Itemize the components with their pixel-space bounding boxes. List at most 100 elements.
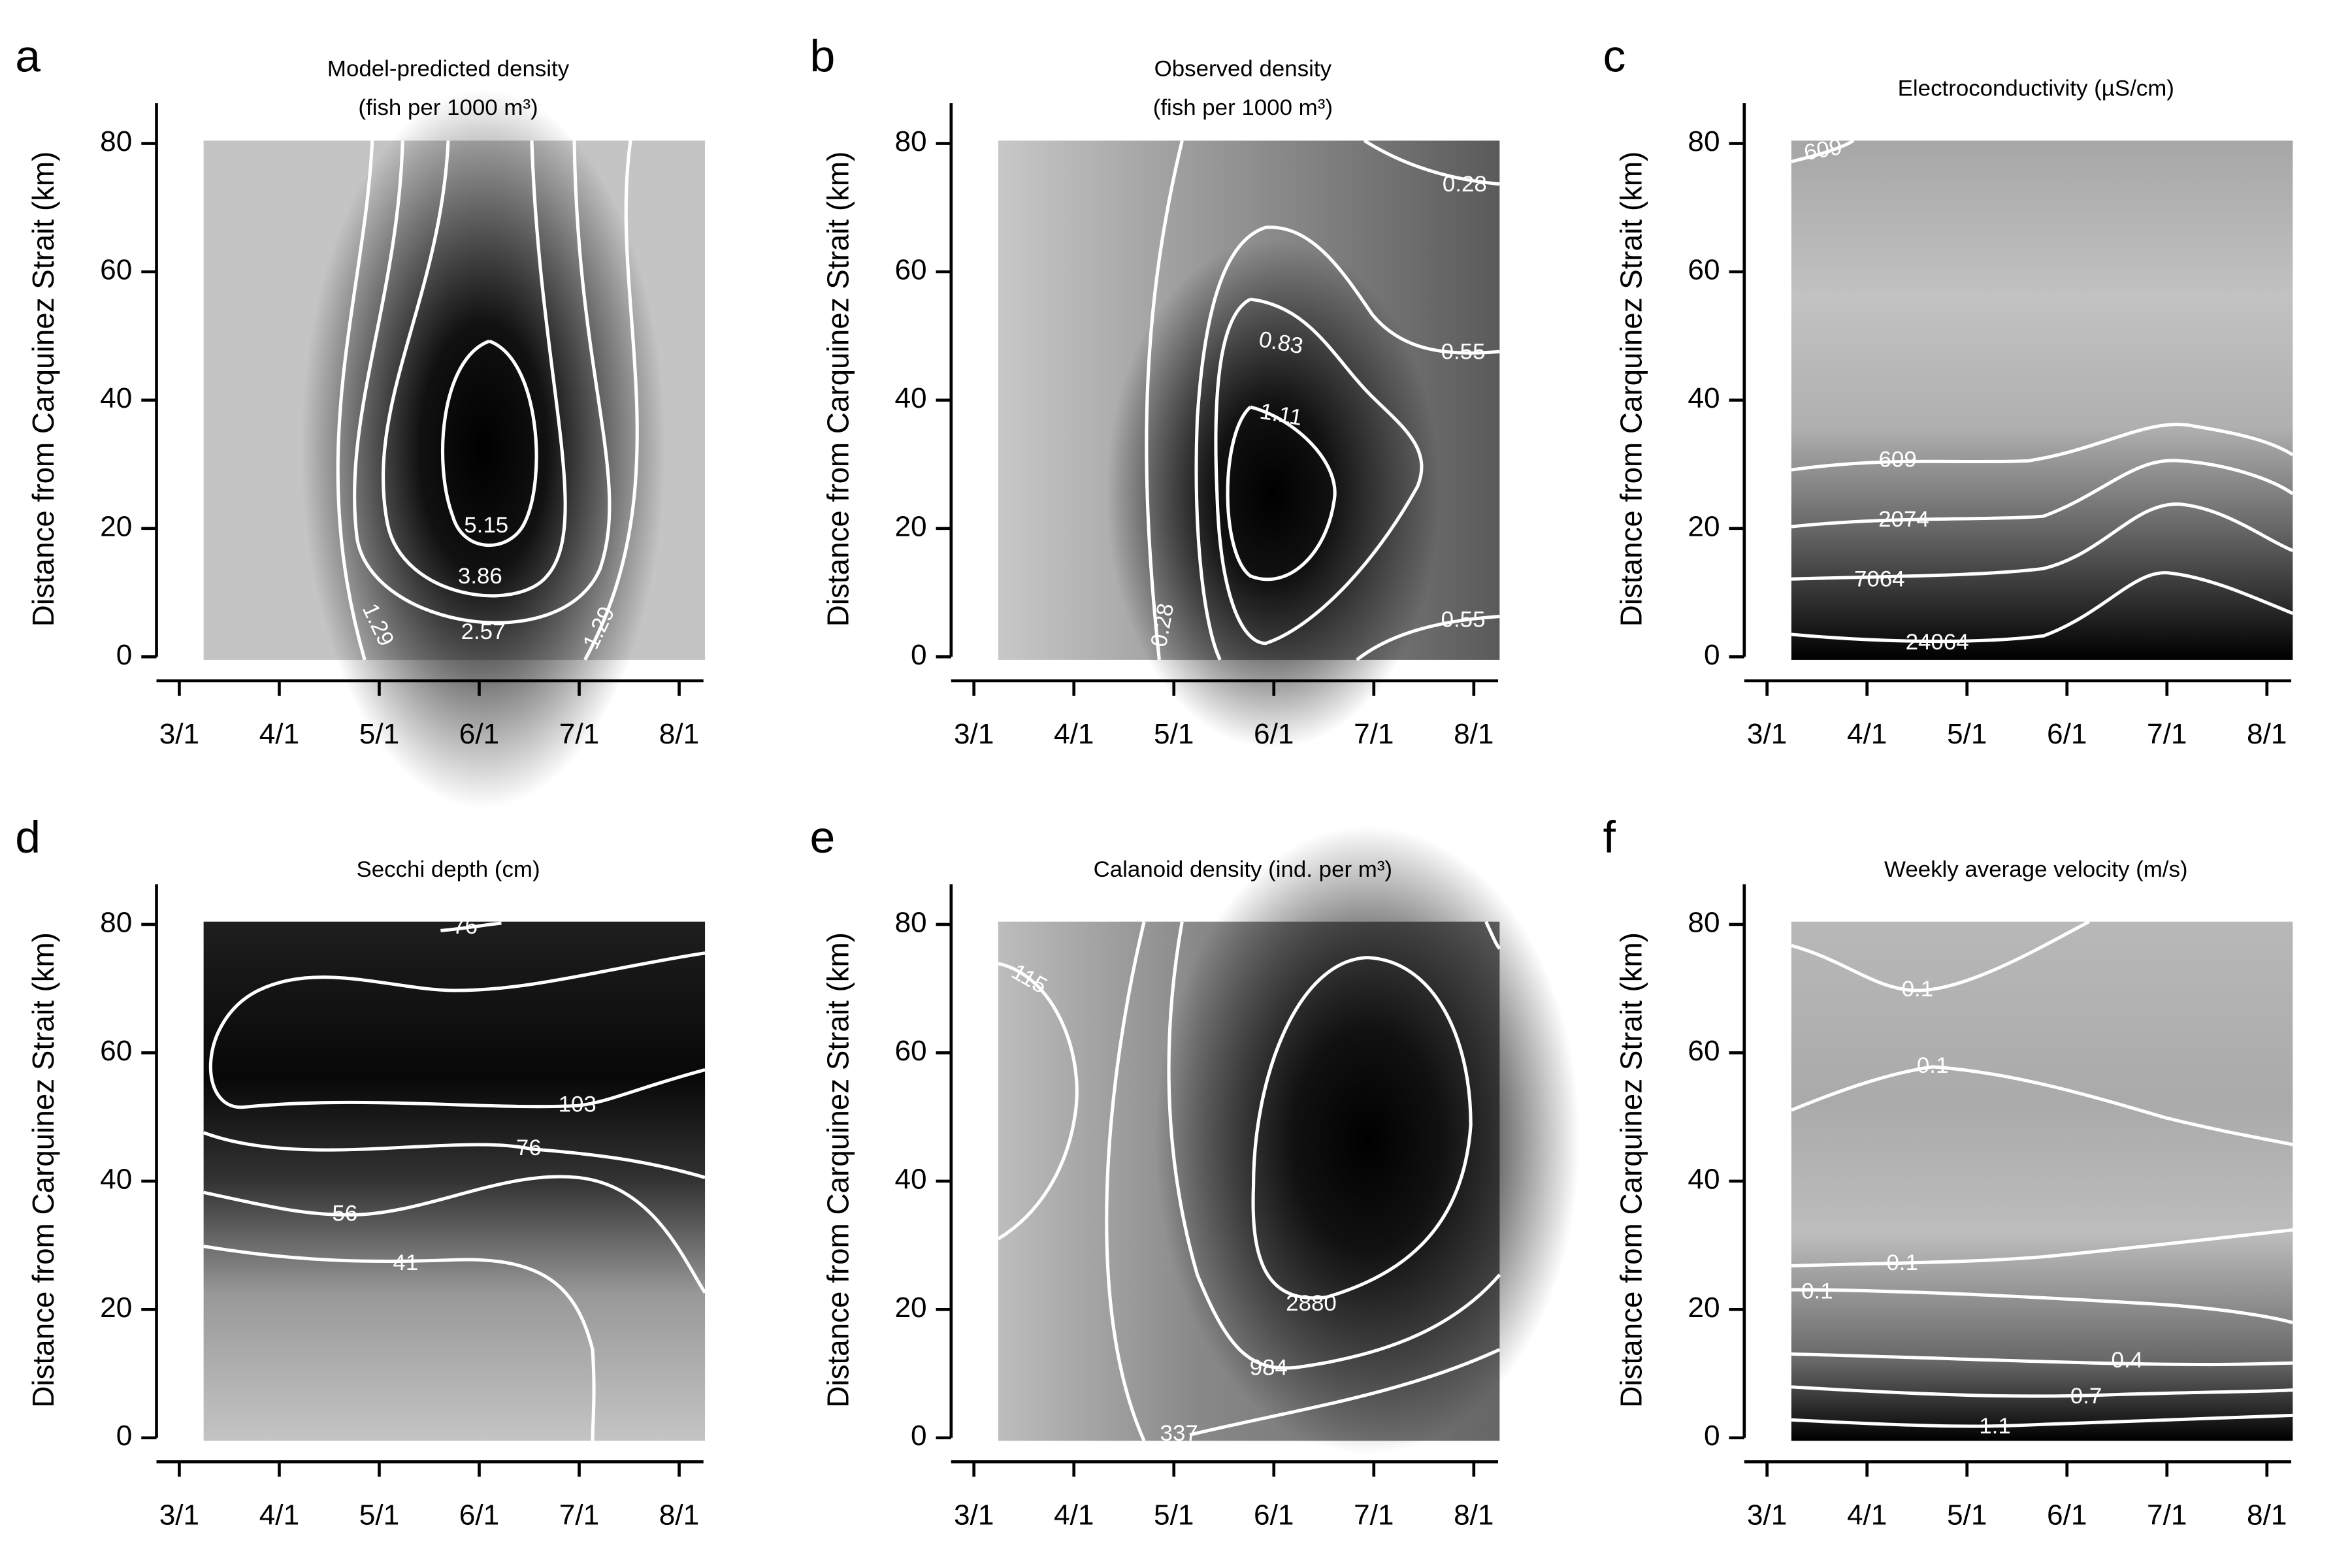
x-tick-label: 6/1 bbox=[1254, 719, 1294, 751]
contour-label: 984 bbox=[1250, 1356, 1288, 1380]
x-tick-label: 3/1 bbox=[1747, 719, 1787, 751]
panel-label: e bbox=[810, 812, 836, 862]
x-tick-label: 5/1 bbox=[1154, 719, 1194, 751]
heatmap bbox=[203, 921, 706, 1441]
x-tick-label: 4/1 bbox=[259, 719, 299, 751]
contour-line bbox=[441, 339, 538, 547]
y-tick-label: 0 bbox=[116, 1420, 133, 1452]
contour-label: 2880 bbox=[1286, 1291, 1337, 1316]
contour-label: 1.1 bbox=[1979, 1414, 2010, 1439]
y-tick-label: 20 bbox=[1688, 1292, 1720, 1324]
contour-line bbox=[1791, 571, 2294, 644]
contour-line bbox=[1145, 140, 1184, 661]
contour-label: 0.1 bbox=[1886, 1250, 1918, 1275]
x-tick-label: 4/1 bbox=[1847, 719, 1887, 751]
contour-line bbox=[1791, 1385, 2293, 1398]
panel-title: Electroconductivity (µS/cm) bbox=[1898, 76, 2174, 101]
x-tick-label: 7/1 bbox=[1354, 719, 1394, 751]
y-tick-label: 40 bbox=[100, 382, 132, 414]
y-tick-label: 40 bbox=[1688, 382, 1720, 414]
contour-label: 76 bbox=[452, 914, 478, 939]
contour-label: 0.28 bbox=[1443, 172, 1487, 197]
contour-label: 5.15 bbox=[464, 513, 508, 538]
contour-line bbox=[336, 140, 374, 661]
contour-label: 0.4 bbox=[2112, 1348, 2143, 1373]
heatmap-core bbox=[1154, 826, 1580, 1454]
contour-label: 41 bbox=[393, 1250, 419, 1275]
panel-title: Calanoid density (ind. per m³) bbox=[1094, 857, 1392, 882]
y-tick-label: 20 bbox=[100, 511, 132, 543]
contour-line bbox=[997, 962, 1079, 1241]
contour-label: 0.1 bbox=[1902, 977, 1933, 1002]
x-tick-label: 8/1 bbox=[1454, 1499, 1494, 1531]
panel-title: Secchi depth (cm) bbox=[357, 857, 540, 882]
x-tick-label: 8/1 bbox=[1454, 719, 1494, 751]
y-tick-label: 40 bbox=[894, 382, 926, 414]
x-tick-label: 5/1 bbox=[1947, 1499, 1987, 1531]
contour-line bbox=[1251, 956, 1473, 1300]
x-tick-label: 4/1 bbox=[1054, 1499, 1094, 1531]
y-tick-label: 0 bbox=[1704, 639, 1720, 671]
y-tick-label: 20 bbox=[894, 511, 926, 543]
contour-line bbox=[208, 951, 706, 1109]
y-tick-label: 60 bbox=[894, 1035, 926, 1067]
contour-line bbox=[1167, 921, 1501, 1370]
panel: 76 103 76 56 41 0 20 40 60 80 3/1 4/1 5/1 6/1 7/1 8/1 Di… bbox=[15, 812, 707, 1531]
y-tick-label: 80 bbox=[1688, 907, 1720, 939]
x-tick-label: 6/1 bbox=[2047, 1499, 2087, 1531]
x-tick-label: 7/1 bbox=[1354, 1499, 1394, 1531]
contour-line bbox=[1790, 1065, 2293, 1147]
y-axis-label: Distance from Carquinez Strait (km) bbox=[1614, 932, 1648, 1408]
y-tick-label: 0 bbox=[911, 639, 927, 671]
y-tick-label: 80 bbox=[100, 907, 132, 939]
heatmap bbox=[1791, 921, 2293, 1441]
panel-title: (fish per 1000 m³) bbox=[1153, 95, 1333, 120]
contour-label: 609 bbox=[1879, 448, 1917, 472]
y-axis-label: Distance from Carquinez Strait (km) bbox=[26, 152, 60, 627]
y-tick-label: 20 bbox=[1688, 511, 1720, 543]
x-tick-label: 5/1 bbox=[1154, 1499, 1194, 1531]
contour-line bbox=[583, 140, 639, 661]
contour-line bbox=[1791, 459, 2294, 529]
y-axis-label: Distance from Carquinez Strait (km) bbox=[1614, 152, 1648, 627]
y-tick-label: 60 bbox=[894, 254, 926, 286]
x-tick-label: 8/1 bbox=[659, 1499, 699, 1531]
y-tick-label: 20 bbox=[100, 1292, 132, 1324]
x-tick-label: 6/1 bbox=[459, 719, 499, 751]
x-tick-label: 8/1 bbox=[2247, 1499, 2287, 1531]
y-axis-label: Distance from Carquinez Strait (km) bbox=[821, 932, 855, 1408]
panel-label: b bbox=[810, 31, 836, 81]
contour-line bbox=[352, 140, 612, 625]
panel-label: d bbox=[15, 812, 41, 862]
contour-line bbox=[382, 140, 567, 598]
x-tick-label: 5/1 bbox=[1947, 719, 1987, 751]
contour-line bbox=[1791, 920, 2090, 992]
y-tick-label: 20 bbox=[894, 1292, 926, 1324]
contour-line bbox=[1214, 297, 1424, 645]
x-tick-label: 8/1 bbox=[659, 719, 699, 751]
contour-line bbox=[203, 1175, 707, 1294]
x-tick-label: 6/1 bbox=[1254, 1499, 1294, 1531]
contour-label: 337 bbox=[1160, 1421, 1198, 1446]
y-tick-label: 40 bbox=[100, 1164, 132, 1196]
x-tick-label: 3/1 bbox=[159, 719, 199, 751]
contour-label: 0.55 bbox=[1441, 340, 1486, 365]
contour-label: 56 bbox=[333, 1201, 358, 1226]
y-axis-label: Distance from Carquinez Strait (km) bbox=[821, 152, 855, 627]
contour-label: 0.55 bbox=[1441, 608, 1486, 632]
contour-label: 0.1 bbox=[1801, 1279, 1833, 1304]
x-tick-label: 4/1 bbox=[1847, 1499, 1887, 1531]
contour-line bbox=[1356, 614, 1500, 661]
y-tick-label: 80 bbox=[100, 125, 132, 157]
contour-label: 103 bbox=[559, 1092, 596, 1117]
contour-label: 24064 bbox=[1906, 630, 1969, 655]
contour-label: 0.7 bbox=[2070, 1384, 2102, 1409]
contour-label: 2074 bbox=[1878, 507, 1929, 532]
contour-line bbox=[1791, 1352, 2293, 1367]
panel-label: f bbox=[1603, 812, 1616, 862]
contour-line bbox=[1105, 921, 1501, 1442]
